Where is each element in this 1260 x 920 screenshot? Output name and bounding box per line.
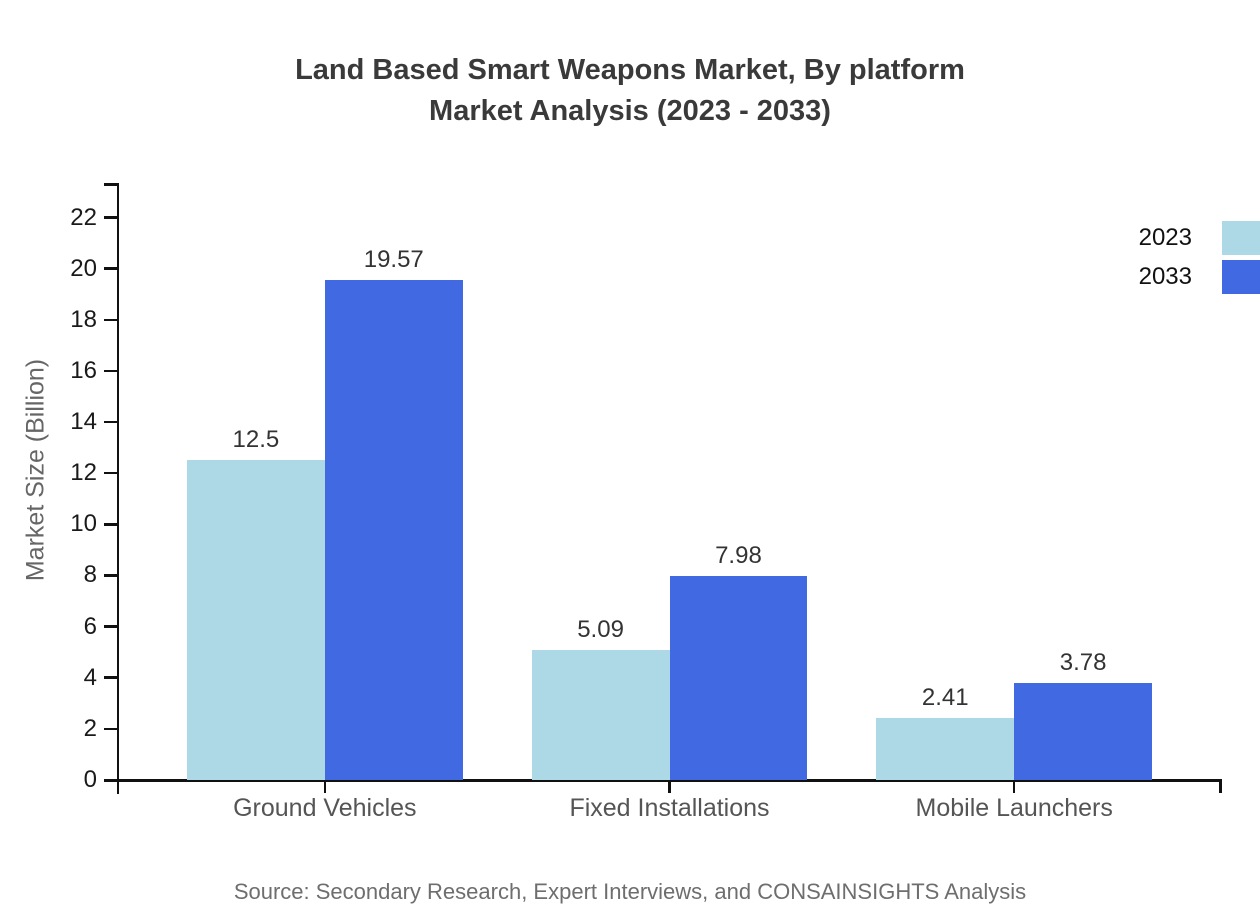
y-tick xyxy=(104,267,118,270)
bar-value-label-2023-ground-vehicles: 12.5 xyxy=(232,426,280,454)
y-tick-label: 6 xyxy=(83,612,97,640)
y-tick-label: 2 xyxy=(83,714,97,742)
x-category-label-fixed-installations: Fixed Installations xyxy=(569,794,770,822)
x-category-label-mobile-launchers: Mobile Launchers xyxy=(915,794,1113,822)
bar-2033-ground-vehicles xyxy=(324,279,463,780)
y-tick xyxy=(104,574,118,577)
legend-label-2023: 2023 xyxy=(1138,224,1192,251)
y-tick-label: 12 xyxy=(70,459,97,487)
y-tick xyxy=(104,420,118,424)
y-tick xyxy=(104,216,118,219)
x-tick xyxy=(323,780,327,793)
y-tick-label: 0 xyxy=(83,766,97,793)
bar-2033-fixed-installations xyxy=(669,575,808,780)
legend-label-2033: 2033 xyxy=(1138,263,1192,290)
chart-title: Land Based Smart Weapons Market, By plat… xyxy=(0,50,1260,132)
y-tick-label: 16 xyxy=(70,356,97,384)
y-tick xyxy=(104,625,118,628)
y-tick xyxy=(104,676,118,679)
bar-2023-fixed-installations xyxy=(531,649,670,780)
bar-2023-ground-vehicles xyxy=(186,460,325,780)
y-tick xyxy=(104,471,118,475)
chart-title-line1: Land Based Smart Weapons Market, By plat… xyxy=(295,54,965,86)
y-tick-label: 4 xyxy=(83,663,97,691)
bar-value-label-2033-mobile-launchers: 3.78 xyxy=(1059,649,1107,677)
y-tick xyxy=(104,523,118,526)
y-tick-label: 18 xyxy=(70,305,97,333)
bar-value-label-2023-mobile-launchers: 2.41 xyxy=(921,684,969,712)
y-tick-label: 22 xyxy=(70,203,97,231)
x-tick xyxy=(1012,780,1016,793)
legend-swatch-2033 xyxy=(1222,260,1260,294)
y-tick xyxy=(104,318,118,322)
legend-item-2023: 2023 xyxy=(1139,221,1260,255)
legend-item-2033: 2033 xyxy=(1139,260,1260,294)
bar-value-label-2033-fixed-installations: 7.98 xyxy=(715,541,762,569)
y-axis-line xyxy=(116,183,119,794)
x-category-label-ground-vehicles: Ground Vehicles xyxy=(233,794,417,822)
legend: 2023 2033 xyxy=(1139,221,1260,299)
y-tick-label: 8 xyxy=(83,561,97,589)
source-note: Source: Secondary Research, Expert Inter… xyxy=(233,879,1027,904)
x-axis-end-cap xyxy=(1219,779,1222,793)
y-tick-label: 14 xyxy=(70,408,97,436)
x-axis-line xyxy=(104,779,1221,782)
bar-2033-mobile-launchers xyxy=(1014,683,1153,780)
chart-title-line2: Market Analysis (2023 - 2033) xyxy=(429,95,831,127)
y-axis-top-cap xyxy=(104,183,119,186)
bar-value-label-2033-ground-vehicles: 19.57 xyxy=(363,245,424,273)
y-tick xyxy=(104,369,118,373)
y-tick xyxy=(104,778,118,782)
y-tick xyxy=(104,727,118,731)
y-tick-label: 10 xyxy=(70,510,97,538)
x-tick xyxy=(668,780,671,793)
legend-swatch-2023 xyxy=(1222,221,1260,255)
y-tick-label: 20 xyxy=(70,254,97,282)
bar-2023-mobile-launchers xyxy=(876,718,1015,780)
bar-value-label-2023-fixed-installations: 5.09 xyxy=(577,615,624,643)
